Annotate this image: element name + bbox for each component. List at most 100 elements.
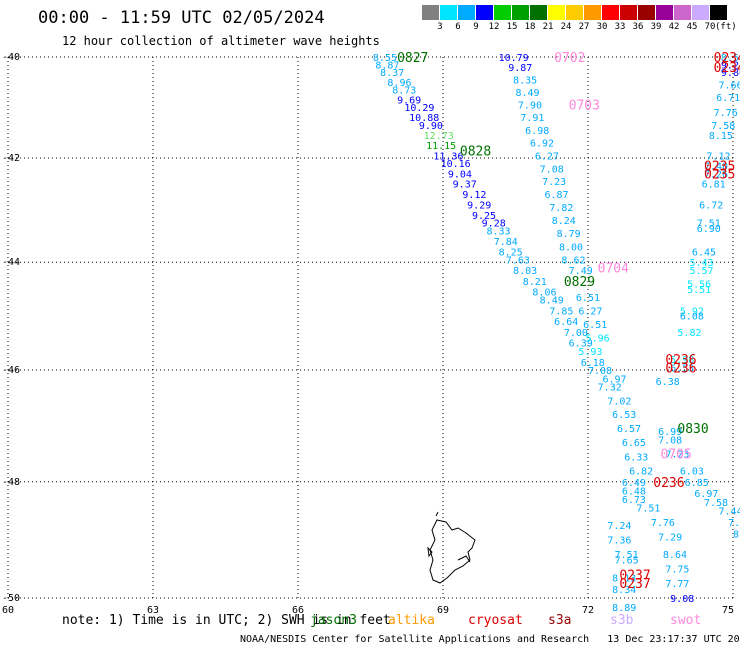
scale-tick-label: 9	[473, 22, 479, 32]
scale-tick-label: 70	[704, 22, 716, 32]
wave-height-value: 8.06	[532, 288, 556, 299]
wave-height-value: 7.02	[607, 396, 631, 407]
pass-time-label: 0234	[714, 61, 740, 76]
pass-time-label: 0236	[653, 476, 684, 491]
wave-height-value: 7.00	[564, 328, 588, 339]
pass-time-label: 0236	[665, 353, 696, 368]
wave-height-value: 8.62	[561, 256, 585, 267]
pass-time-label: 0237	[619, 577, 650, 592]
pass-time-label: 0704	[598, 262, 629, 277]
wave-height-value: 7.76	[651, 518, 675, 529]
wave-height-value: 5.92	[680, 306, 704, 317]
wave-height-value: 6.98	[525, 126, 549, 137]
note-text: note: 1) Time is in UTC; 2) SWH is in fe…	[62, 613, 391, 628]
longitude-label: 63	[147, 605, 159, 616]
wave-height-value: 5.98	[670, 355, 694, 366]
wave-height-value: 5.43	[690, 258, 714, 269]
wave-height-value: 8.89	[612, 603, 636, 614]
scale-swatch	[656, 5, 673, 20]
wave-height-value: 6.33	[624, 452, 648, 463]
wave-height-value: 9.25	[472, 211, 496, 222]
wave-height-value: 7.08	[658, 435, 682, 446]
pass-time-label: 0829	[564, 275, 595, 290]
wave-height-value: 7.51	[615, 550, 639, 561]
wave-height-value: 5.96	[586, 333, 610, 344]
wave-height-value: 8.21	[523, 277, 547, 288]
wave-height-value: 9.87	[508, 63, 532, 74]
wave-height-value: 8.73	[392, 85, 416, 96]
wave-height-value: 8.37	[380, 68, 404, 79]
chart-subtitle: 12 hour collection of altimeter wave hei…	[62, 34, 380, 48]
scale-swatch	[710, 5, 727, 20]
wave-height-value: 9.12	[462, 190, 486, 201]
wave-height-value: 6.08	[680, 312, 704, 323]
longitude-label: 75	[722, 605, 734, 616]
wave-height-value: 5.51	[687, 285, 711, 296]
wave-height-value: 12.73	[424, 131, 454, 142]
wave-height-value: 8.49	[540, 296, 564, 307]
satellite-legend-altika: altika	[388, 613, 435, 628]
scale-swatch	[620, 5, 637, 20]
wave-height-value: 5.56	[687, 279, 711, 290]
wave-height-value: 8.64	[663, 550, 687, 561]
wave-height-value: 10.79	[499, 53, 529, 64]
wave-height-value: 7.40	[704, 162, 728, 173]
wave-height-value: 6.27	[578, 306, 602, 317]
pass-time-label: 0828	[460, 144, 491, 159]
satellite-legend-cryosat: cryosat	[468, 613, 523, 628]
wave-height-value: 8.00	[559, 242, 583, 253]
satellite-legend-s3a: s3a	[548, 613, 572, 628]
wave-height-value: 6.39	[569, 339, 593, 350]
wave-height-value: 6.85	[685, 478, 709, 489]
scale-tick-label: 27	[578, 22, 590, 32]
pass-time-label: 0830	[677, 422, 708, 437]
wave-height-value: 8.87	[375, 60, 399, 71]
latitude-label: -50	[2, 593, 20, 604]
wave-height-value: 7.29	[658, 532, 682, 543]
wave-height-value: 7.58	[704, 498, 728, 509]
wave-height-value: 7.24	[607, 521, 631, 532]
wave-height-value: 10.88	[409, 113, 439, 124]
chart-title: 00:00 - 11:59 UTC 02/05/2024	[38, 8, 325, 28]
wave-height-value: 5.57	[690, 266, 714, 277]
scale-swatch	[638, 5, 655, 20]
scale-tick-label: 6	[455, 22, 461, 32]
scale-tick-label: 33	[614, 22, 626, 32]
satellite-legend-s3b: s3b	[610, 613, 634, 628]
lat-lon-grid	[7, 56, 734, 599]
wave-height-value: 7.3	[728, 518, 740, 529]
scale-tick-label: 45	[686, 22, 698, 32]
wave-height-value: 9.90	[419, 121, 443, 132]
wave-height-value: 6.71	[716, 93, 740, 104]
wave-height-value: 7.08	[540, 164, 564, 175]
latitude-label: -40	[2, 52, 20, 63]
wave-height-value: 8.33	[487, 227, 511, 238]
wave-height-value: 8.79	[557, 229, 581, 240]
wave-height-value: 6.92	[530, 139, 554, 150]
wave-height-value: 8.96	[387, 78, 411, 89]
wave-height-value: 7.58	[711, 121, 735, 132]
scale-swatch	[566, 5, 583, 20]
pass-time-label: 0234	[714, 51, 740, 66]
scale-swatch	[512, 5, 529, 20]
wave-height-value: 6.73	[622, 495, 646, 506]
pass-time-label: 0703	[569, 99, 600, 114]
pass-time-label: 0702	[554, 51, 585, 66]
scale-swatch	[422, 5, 439, 20]
wave-height-value: 7.32	[598, 383, 622, 394]
scale-tick-label: 36	[632, 22, 644, 32]
pass-time-label: 0827	[397, 51, 428, 66]
satellite-legend-swot: swot	[670, 613, 702, 628]
scale-tick-label: 15	[506, 22, 518, 32]
wave-height-value: 6.81	[702, 180, 726, 191]
longitude-label: 72	[582, 605, 594, 616]
wave-height-value: 6.72	[699, 200, 723, 211]
wave-height-value: 6.99	[658, 427, 682, 438]
latitude-labels: -40 -42 -44 -46 -48 -50	[2, 52, 20, 604]
wave-height-value: 8.24	[552, 216, 576, 227]
wave-height-value: 7.08	[588, 366, 612, 377]
wave-height-value: 6.90	[697, 224, 721, 235]
wave-height-value: 6.51	[583, 320, 607, 331]
wave-height-value: 6.87	[545, 190, 569, 201]
